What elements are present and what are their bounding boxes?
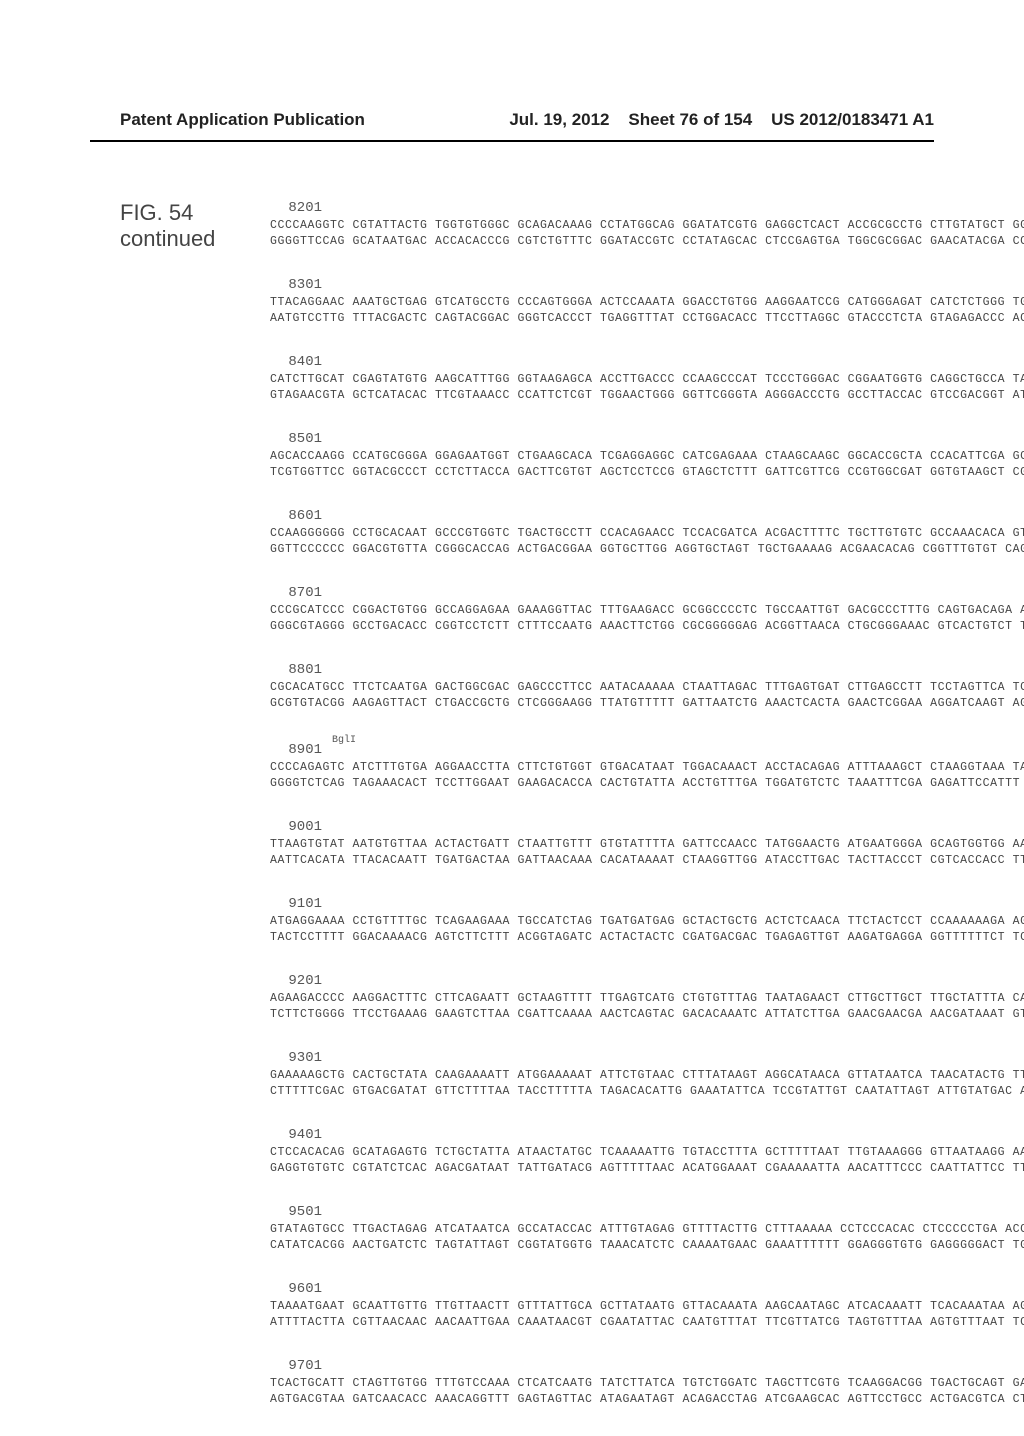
- sequence-row: 9301GAAAAAGCTG CACTGCTATA CAAGAAAATT ATG…: [270, 1050, 930, 1099]
- header-right: Jul. 19, 2012 Sheet 76 of 154 US 2012/01…: [509, 110, 934, 130]
- sequence-row: 8201CCCCAAGGTC CGTATTACTG TGGTGTGGGC GCA…: [270, 200, 930, 249]
- sequence-row: 9601TAAAATGAAT GCAATTGTTG TTGTTAACTT GTT…: [270, 1281, 930, 1330]
- sequence-antisense-strand: CATATCACGG AACTGATCTC TAGTATTAGT CGGTATG…: [270, 1238, 1024, 1254]
- sequence-pair: ATGAGGAAAA CCTGTTTTGC TCAGAAGAAA TGCCATC…: [270, 914, 1024, 945]
- sequence-sense-strand: CCCCAGAGTC ATCTTTGTGA AGGAACCTTA CTTCTGT…: [270, 760, 1024, 776]
- sequence-pair: GAAAAAGCTG CACTGCTATA CAAGAAAATT ATGGAAA…: [270, 1068, 1024, 1099]
- sequence-pair: CCCCAAGGTC CGTATTACTG TGGTGTGGGC GCAGACA…: [270, 218, 1024, 249]
- sequence-antisense-strand: AATTCACATA TTACACAATT TGATGACTAA GATTAAC…: [270, 853, 1024, 869]
- sequence-sense-strand: TAAAATGAAT GCAATTGTTG TTGTTAACTT GTTTATT…: [270, 1299, 1024, 1315]
- sequence-antisense-strand: GTAGAACGTA GCTCATACAC TTCGTAAACC CCATTCT…: [270, 388, 1024, 404]
- sequence-sense-strand: CCAAGGGGGG CCTGCACAAT GCCCGTGGTC TGACTGC…: [270, 526, 1024, 542]
- sequence-row: 8501AGCACCAAGG CCATGCGGGA GGAGAATGGT CTG…: [270, 431, 930, 480]
- sequence-position: 8501: [270, 431, 332, 447]
- sequence-position: 8301: [270, 277, 332, 293]
- sequence-antisense-strand: AGTGACGTAA GATCAACACC AAACAGGTTT GAGTAGT…: [270, 1392, 1024, 1408]
- sequence-row: 9401CTCCACACAG GCATAGAGTG TCTGCTATTA ATA…: [270, 1127, 930, 1176]
- sequence-sense-strand: TTAAGTGTAT AATGTGTTAA ACTACTGATT CTAATTG…: [270, 837, 1024, 853]
- sequence-antisense-strand: TACTCCTTTT GGACAAAACG AGTCTTCTTT ACGGTAG…: [270, 930, 1024, 946]
- sequence-position: 8401: [270, 354, 332, 370]
- sequence-pair: CTCCACACAG GCATAGAGTG TCTGCTATTA ATAACTA…: [270, 1145, 1024, 1176]
- sequence-position: 9401: [270, 1127, 332, 1143]
- sequence-position: 9501: [270, 1204, 332, 1220]
- sequence-position: 8901: [270, 742, 332, 758]
- sequence-position: 9001: [270, 819, 332, 835]
- sequence-position: 8601: [270, 508, 332, 524]
- patent-page: Patent Application Publication Jul. 19, …: [0, 0, 1024, 1320]
- sequence-sense-strand: CATCTTGCAT CGAGTATGTG AAGCATTTGG GGTAAGA…: [270, 372, 1024, 388]
- sequence-row: 8701CCCGCATCCC CGGACTGTGG GCCAGGAGAA GAA…: [270, 585, 930, 634]
- sequence-position: 8701: [270, 585, 332, 601]
- sequence-pair: AGAAGACCCC AAGGACTTTC CTTCAGAATT GCTAAGT…: [270, 991, 1024, 1022]
- sequence-position: 9101: [270, 896, 332, 912]
- sequence-sense-strand: CCCCAAGGTC CGTATTACTG TGGTGTGGGC GCAGACA…: [270, 218, 1024, 234]
- sequence-position: 9701: [270, 1358, 332, 1374]
- sequence-sense-strand: CTCCACACAG GCATAGAGTG TCTGCTATTA ATAACTA…: [270, 1145, 1024, 1161]
- sequence-antisense-strand: GAGGTGTGTC CGTATCTCAC AGACGATAAT TATTGAT…: [270, 1161, 1024, 1177]
- sequence-row: 9001TTAAGTGTAT AATGTGTTAA ACTACTGATT CTA…: [270, 819, 930, 868]
- sequence-row: 9501GTATAGTGCC TTGACTAGAG ATCATAATCA GCC…: [270, 1204, 930, 1253]
- sequence-pair: CATCTTGCAT CGAGTATGTG AAGCATTTGG GGTAAGA…: [270, 372, 1024, 403]
- header-sheet: Sheet 76 of 154: [628, 110, 752, 129]
- sequence-position: 8801: [270, 662, 332, 678]
- sequence-antisense-strand: GGGGTTCCAG GCATAATGAC ACCACACCCG CGTCTGT…: [270, 234, 1024, 250]
- header-pubno: US 2012/0183471 A1: [771, 110, 934, 129]
- sequence-antisense-strand: GGGGTCTCAG TAGAAACACT TCCTTGGAAT GAAGACA…: [270, 776, 1024, 792]
- figure-label: FIG. 54 continued: [120, 200, 215, 252]
- sequence-row: 8801CGCACATGCC TTCTCAATGA GACTGGCGAC GAG…: [270, 662, 930, 711]
- sequence-pair: CGCACATGCC TTCTCAATGA GACTGGCGAC GAGCCCT…: [270, 680, 1024, 711]
- sequence-sense-strand: ATGAGGAAAA CCTGTTTTGC TCAGAAGAAA TGCCATC…: [270, 914, 1024, 930]
- sequence-sense-strand: AGCACCAAGG CCATGCGGGA GGAGAATGGT CTGAAGC…: [270, 449, 1024, 465]
- sequence-row: 8601CCAAGGGGGG CCTGCACAAT GCCCGTGGTC TGA…: [270, 508, 930, 557]
- sequence-row: 8301TTACAGGAAC AAATGCTGAG GTCATGCCTG CCC…: [270, 277, 930, 326]
- sequence-antisense-strand: GGTTCCCCCC GGACGTGTTA CGGGCACCAG ACTGACG…: [270, 542, 1024, 558]
- sequence-sense-strand: CGCACATGCC TTCTCAATGA GACTGGCGAC GAGCCCT…: [270, 680, 1024, 696]
- sequence-pair: GTATAGTGCC TTGACTAGAG ATCATAATCA GCCATAC…: [270, 1222, 1024, 1253]
- header-left: Patent Application Publication: [120, 110, 365, 130]
- sequence-row: 8901CCCCAGAGTC ATCTTTGTGA AGGAACCTTA CTT…: [270, 742, 930, 791]
- sequence-position: 8201: [270, 200, 332, 216]
- sequence-sense-strand: GAAAAAGCTG CACTGCTATA CAAGAAAATT ATGGAAA…: [270, 1068, 1024, 1084]
- header-date: Jul. 19, 2012: [509, 110, 609, 129]
- sequence-pair: CCCCAGAGTC ATCTTTGTGA AGGAACCTTA CTTCTGT…: [270, 760, 1024, 791]
- sequence-pair: AGCACCAAGG CCATGCGGGA GGAGAATGGT CTGAAGC…: [270, 449, 1024, 480]
- sequence-sense-strand: AGAAGACCCC AAGGACTTTC CTTCAGAATT GCTAAGT…: [270, 991, 1024, 1007]
- sequence-antisense-strand: AATGTCCTTG TTTACGACTC CAGTACGGAC GGGTCAC…: [270, 311, 1024, 327]
- sequence-sense-strand: TCACTGCATT CTAGTTGTGG TTTGTCCAAA CTCATCA…: [270, 1376, 1024, 1392]
- sequence-antisense-strand: GGGCGTAGGG GCCTGACACC CGGTCCTCTT CTTTCCA…: [270, 619, 1024, 635]
- sequence-row: 9101ATGAGGAAAA CCTGTTTTGC TCAGAAGAAA TGC…: [270, 896, 930, 945]
- sequence-sense-strand: TTACAGGAAC AAATGCTGAG GTCATGCCTG CCCAGTG…: [270, 295, 1024, 311]
- sequence-row: 8401CATCTTGCAT CGAGTATGTG AAGCATTTGG GGT…: [270, 354, 930, 403]
- sequence-pair: CCAAGGGGGG CCTGCACAAT GCCCGTGGTC TGACTGC…: [270, 526, 1024, 557]
- sequence-antisense-strand: GCGTGTACGG AAGAGTTACT CTGACCGCTG CTCGGGA…: [270, 696, 1024, 712]
- sequence-antisense-strand: CTTTTTCGAC GTGACGATAT GTTCTTTTAA TACCTTT…: [270, 1084, 1024, 1100]
- sequence-position: 9201: [270, 973, 332, 989]
- sequence-pair: TTACAGGAAC AAATGCTGAG GTCATGCCTG CCCAGTG…: [270, 295, 1024, 326]
- sequence-antisense-strand: TCGTGGTTCC GGTACGCCCT CCTCTTACCA GACTTCG…: [270, 465, 1024, 481]
- sequence-pair: TCACTGCATT CTAGTTGTGG TTTGTCCAAA CTCATCA…: [270, 1376, 1024, 1407]
- sequence-pair: TAAAATGAAT GCAATTGTTG TTGTTAACTT GTTTATT…: [270, 1299, 1024, 1330]
- page-header: Patent Application Publication Jul. 19, …: [0, 110, 1024, 130]
- sequence-antisense-strand: TCTTCTGGGG TTCCTGAAAG GAAGTCTTAA CGATTCA…: [270, 1007, 1024, 1023]
- sequence-pair: TTAAGTGTAT AATGTGTTAA ACTACTGATT CTAATTG…: [270, 837, 1024, 868]
- sequence-position: 9601: [270, 1281, 332, 1297]
- sequence-sense-strand: GTATAGTGCC TTGACTAGAG ATCATAATCA GCCATAC…: [270, 1222, 1024, 1238]
- header-rule: [90, 140, 934, 142]
- sequence-row: 9701TCACTGCATT CTAGTTGTGG TTTGTCCAAA CTC…: [270, 1358, 930, 1407]
- sequence-antisense-strand: ATTTTACTTA CGTTAACAAC AACAATTGAA CAAATAA…: [270, 1315, 1024, 1331]
- sequence-pair: CCCGCATCCC CGGACTGTGG GCCAGGAGAA GAAAGGT…: [270, 603, 1024, 634]
- sequence-row: 9201AGAAGACCCC AAGGACTTTC CTTCAGAATT GCT…: [270, 973, 930, 1022]
- sequence-position: 9301: [270, 1050, 332, 1066]
- sequence-listing: 8201CCCCAAGGTC CGTATTACTG TGGTGTGGGC GCA…: [270, 200, 930, 1436]
- sequence-sense-strand: CCCGCATCCC CGGACTGTGG GCCAGGAGAA GAAAGGT…: [270, 603, 1024, 619]
